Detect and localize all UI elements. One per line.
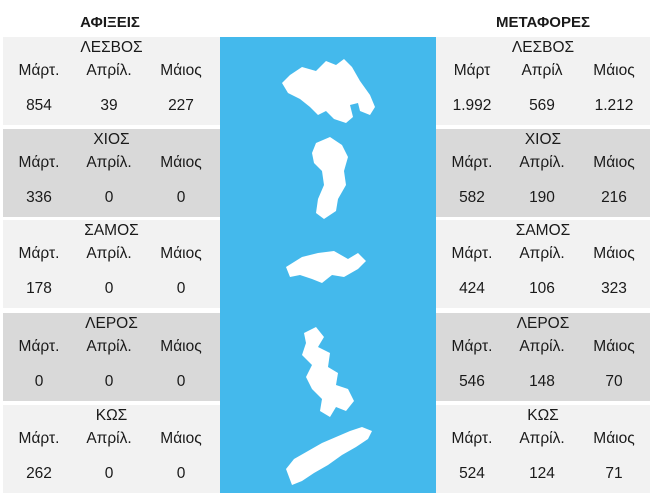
island-name: ΛΕΡΟΣ <box>516 315 570 332</box>
transfers-block-samos: ΣΑΜΟΣ Μάρτ. Απρίλ. Μάιος 424 106 323 <box>436 220 650 308</box>
month-label: Μάιος <box>593 245 635 262</box>
island-name: ΣΑΜΟΣ <box>515 222 571 239</box>
month-label: Μάρτ. <box>451 430 493 447</box>
transfers-block-chios: ΧΙΟΣ Μάρτ. Απρίλ. Μάιος 582 190 216 <box>436 129 650 217</box>
arrivals-block-leros: ΛΕΡΟΣ Μάρτ. Απρίλ. Μάιος 0 0 0 <box>3 313 220 401</box>
island-name: ΧΙΟΣ <box>524 131 562 148</box>
value-cell: 124 <box>529 465 555 482</box>
samos-island-shape <box>286 251 366 283</box>
month-label: Μάιος <box>160 245 202 262</box>
month-label: Μάιος <box>160 430 202 447</box>
month-label: Απρίλ. <box>86 154 132 171</box>
month-label: Μάρτ. <box>18 154 60 171</box>
value-cell: 0 <box>176 280 186 297</box>
month-label: Απρίλ <box>521 62 563 79</box>
month-label: Μάρτ. <box>18 62 60 79</box>
value-cell: 323 <box>601 280 627 297</box>
arrivals-block-chios: ΧΙΟΣ Μάρτ. Απρίλ. Μάιος 336 0 0 <box>3 129 220 217</box>
month-label: Μάιος <box>593 338 635 355</box>
month-label: Μάιος <box>160 62 202 79</box>
month-label: Μάρτ. <box>18 338 60 355</box>
value-cell: 190 <box>529 189 555 206</box>
value-cell: 0 <box>104 189 114 206</box>
month-label: Απρίλ. <box>86 62 132 79</box>
month-label: Μάιος <box>160 154 202 171</box>
arrivals-panel: ΛΕΣΒΟΣ Μάρτ. Απρίλ. Μάιος 854 39 227 ΧΙΟ… <box>3 37 220 493</box>
island-name: ΛΕΣΒΟΣ <box>511 39 575 56</box>
month-label: Μάιος <box>593 430 635 447</box>
month-label: Μάιος <box>593 154 635 171</box>
transfers-block-kos: ΚΩΣ Μάρτ. Απρίλ. Μάιος 524 124 71 <box>436 405 650 493</box>
island-name: ΛΕΣΒΟΣ <box>80 39 143 56</box>
arrivals-block-samos: ΣΑΜΟΣ Μάρτ. Απρίλ. Μάιος 178 0 0 <box>3 220 220 308</box>
month-label: Απρίλ. <box>519 154 565 171</box>
value-cell: 70 <box>605 373 623 390</box>
value-cell: 336 <box>26 189 52 206</box>
value-cell: 0 <box>176 189 186 206</box>
value-cell: 424 <box>459 280 485 297</box>
value-cell: 148 <box>529 373 555 390</box>
value-cell: 582 <box>459 189 485 206</box>
lesvos-island-shape <box>282 59 375 123</box>
arrivals-block-lesvos: ΛΕΣΒΟΣ Μάρτ. Απρίλ. Μάιος 854 39 227 <box>3 37 220 125</box>
month-label: Απρίλ. <box>86 245 132 262</box>
leros-island-shape <box>302 327 354 417</box>
value-cell: 854 <box>26 97 52 114</box>
islands-map <box>220 37 436 493</box>
month-label: Απρίλ. <box>86 338 132 355</box>
value-cell: 0 <box>176 465 186 482</box>
transfers-block-lesvos: ΛΕΣΒΟΣ Μάρτ Απρίλ Μάιος 1.992 569 1.212 <box>436 37 650 125</box>
value-cell: 546 <box>459 373 485 390</box>
value-cell: 106 <box>529 280 555 297</box>
island-name: ΣΑΜΟΣ <box>84 222 139 239</box>
month-label: Απρίλ. <box>519 338 565 355</box>
value-cell: 569 <box>529 97 555 114</box>
month-label: Μάρτ. <box>18 245 60 262</box>
island-name: ΚΩΣ <box>95 407 128 424</box>
transfers-heading: ΜΕΤΑΦΟΡΕΣ <box>496 14 590 31</box>
islands-map-graphic <box>282 59 375 485</box>
month-label: Απρίλ. <box>86 430 132 447</box>
value-cell: 71 <box>605 465 623 482</box>
month-label: Απρίλ. <box>519 245 565 262</box>
kos-island-shape <box>286 427 372 485</box>
value-cell: 39 <box>100 97 118 114</box>
month-label: Μάρτ. <box>451 154 493 171</box>
value-cell: 0 <box>34 373 44 390</box>
arrivals-block-kos: ΚΩΣ Μάρτ. Απρίλ. Μάιος 262 0 0 <box>3 405 220 493</box>
month-label: Μάρτ <box>453 62 491 79</box>
month-label: Μάρτ. <box>451 245 493 262</box>
island-name: ΚΩΣ <box>527 407 559 424</box>
island-name: ΛΕΡΟΣ <box>85 315 138 332</box>
transfers-block-leros: ΛΕΡΟΣ Μάρτ. Απρίλ. Μάιος 546 148 70 <box>436 313 650 401</box>
month-label: Μάρτ. <box>451 338 493 355</box>
value-cell: 178 <box>26 280 52 297</box>
value-cell: 0 <box>104 280 114 297</box>
month-label: Μάρτ. <box>18 430 60 447</box>
island-name: ΧΙΟΣ <box>93 131 130 148</box>
value-cell: 216 <box>601 189 627 206</box>
value-cell: 0 <box>104 465 114 482</box>
transfers-panel: ΛΕΣΒΟΣ Μάρτ Απρίλ Μάιος 1.992 569 1.212 … <box>436 37 650 493</box>
value-cell: 0 <box>104 373 114 390</box>
value-cell: 1.212 <box>594 97 634 114</box>
value-cell: 227 <box>168 97 194 114</box>
arrivals-heading: ΑΦΙΞΕΙΣ <box>80 14 140 31</box>
month-label: Μάιος <box>160 338 202 355</box>
value-cell: 1.992 <box>452 97 492 114</box>
value-cell: 262 <box>26 465 52 482</box>
value-cell: 524 <box>459 465 485 482</box>
month-label: Απρίλ. <box>519 430 565 447</box>
chios-island-shape <box>312 137 348 219</box>
value-cell: 0 <box>176 373 186 390</box>
month-label: Μάιος <box>593 62 635 79</box>
